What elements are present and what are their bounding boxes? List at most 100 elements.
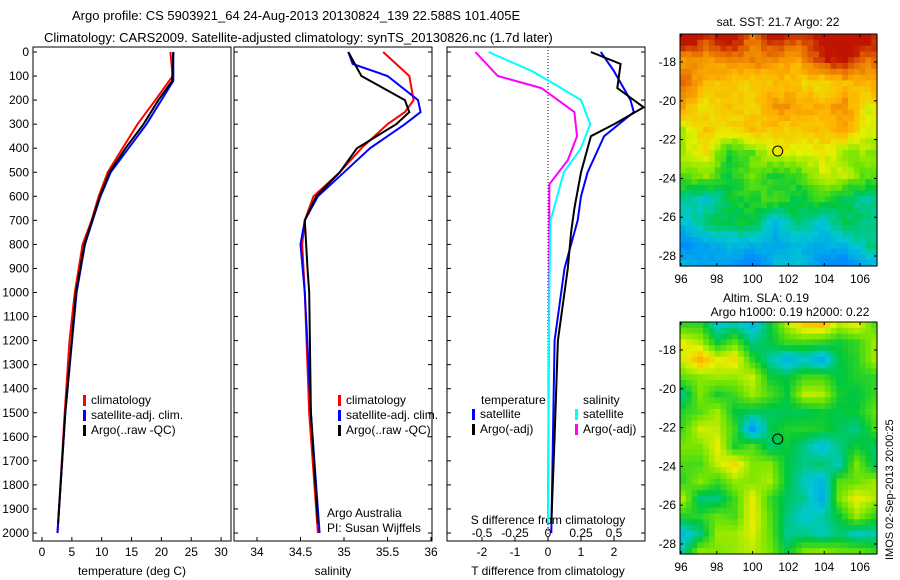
map-cell bbox=[726, 202, 733, 209]
map-cell bbox=[703, 432, 710, 439]
map-cell bbox=[703, 472, 710, 480]
map-cell bbox=[853, 179, 861, 186]
map-cell bbox=[708, 155, 716, 163]
map-cell bbox=[755, 138, 762, 145]
map-cell bbox=[801, 339, 809, 346]
map-cell bbox=[865, 438, 872, 445]
map-cell bbox=[685, 519, 693, 526]
map-cell bbox=[778, 548, 785, 555]
map-cell bbox=[732, 351, 739, 358]
map-cell bbox=[871, 103, 878, 110]
map-cell bbox=[703, 397, 710, 404]
map-cell bbox=[726, 39, 733, 47]
map-cell bbox=[755, 380, 762, 387]
map-cell bbox=[842, 368, 849, 375]
map-cell bbox=[714, 150, 722, 157]
map-cell bbox=[813, 115, 820, 122]
map-cell bbox=[726, 126, 733, 134]
map-cell bbox=[755, 397, 762, 404]
map-cell bbox=[795, 190, 803, 197]
map-cell bbox=[691, 362, 698, 369]
map-cell bbox=[697, 519, 704, 526]
map-cell bbox=[755, 179, 762, 186]
map-cell bbox=[691, 339, 698, 346]
map-cell bbox=[853, 132, 861, 139]
map-cell bbox=[801, 86, 809, 93]
map-cell bbox=[819, 322, 826, 329]
map-cell bbox=[697, 333, 704, 340]
map-cell bbox=[801, 51, 809, 58]
map-cell bbox=[819, 190, 826, 197]
map-cell bbox=[749, 449, 756, 456]
map-cell bbox=[865, 501, 872, 509]
map-cell bbox=[708, 254, 716, 261]
map-cell bbox=[865, 432, 872, 439]
map-cell bbox=[865, 213, 872, 221]
map-cell bbox=[859, 339, 867, 346]
map-cell bbox=[726, 173, 733, 180]
map-cell bbox=[871, 196, 878, 203]
x-tick-label: 104 bbox=[814, 560, 834, 574]
map-cell bbox=[749, 144, 756, 151]
map-cell bbox=[819, 327, 826, 335]
map-cell bbox=[743, 138, 751, 145]
map-cell bbox=[732, 126, 739, 134]
map-cell bbox=[842, 530, 849, 538]
map-cell bbox=[813, 254, 820, 261]
map-cell bbox=[761, 34, 768, 41]
map-cell bbox=[749, 374, 756, 381]
map-cell bbox=[697, 345, 704, 352]
map-cell bbox=[714, 184, 722, 192]
series-line-satellite-adj-clim- bbox=[299, 51, 422, 534]
map-cell bbox=[737, 461, 745, 468]
map-cell bbox=[801, 455, 809, 462]
map-cell bbox=[720, 161, 727, 168]
map-cell bbox=[708, 519, 716, 526]
map-cell bbox=[761, 397, 768, 404]
map-cell bbox=[819, 455, 826, 462]
map-cell bbox=[801, 385, 809, 393]
map-cell bbox=[865, 57, 872, 64]
map-cell bbox=[691, 242, 698, 250]
map-cell bbox=[819, 403, 826, 410]
map-cell bbox=[697, 409, 704, 416]
map-cell bbox=[680, 368, 687, 375]
map-cell bbox=[784, 409, 791, 416]
map-cell bbox=[819, 536, 826, 543]
map-cell bbox=[697, 397, 704, 404]
map-cell bbox=[836, 126, 843, 134]
y-tick-label: 900 bbox=[9, 261, 29, 275]
map-cell bbox=[749, 484, 756, 491]
map-cell bbox=[853, 525, 861, 532]
map-cell bbox=[859, 63, 867, 70]
map-cell bbox=[766, 356, 774, 364]
map-cell bbox=[865, 339, 872, 346]
map-cell bbox=[726, 231, 733, 238]
map-cell bbox=[830, 196, 838, 203]
map-cell bbox=[737, 179, 745, 186]
map-cell bbox=[807, 490, 814, 497]
map-cell bbox=[761, 461, 768, 468]
map-cell bbox=[848, 219, 855, 226]
map-cell bbox=[842, 34, 849, 41]
map-cell bbox=[848, 414, 855, 422]
map-cell bbox=[697, 39, 704, 47]
map-cell bbox=[865, 356, 872, 364]
map-cell bbox=[801, 173, 809, 180]
map-cell bbox=[720, 484, 727, 491]
map-title: Altim. SLA: 0.19 bbox=[723, 291, 809, 305]
map-cell bbox=[749, 536, 756, 543]
map-cell bbox=[761, 420, 768, 427]
map-cell bbox=[680, 213, 687, 221]
map-frame bbox=[679, 321, 878, 555]
map-cell bbox=[726, 103, 733, 110]
map-cell bbox=[726, 121, 733, 128]
map-cell bbox=[859, 414, 867, 422]
map-cell bbox=[778, 351, 785, 358]
map-cell bbox=[726, 374, 733, 381]
map-cell bbox=[842, 496, 849, 503]
map-cell bbox=[714, 391, 722, 398]
map-cell bbox=[842, 548, 849, 555]
map-cell bbox=[685, 368, 693, 375]
map-cell bbox=[714, 513, 722, 520]
